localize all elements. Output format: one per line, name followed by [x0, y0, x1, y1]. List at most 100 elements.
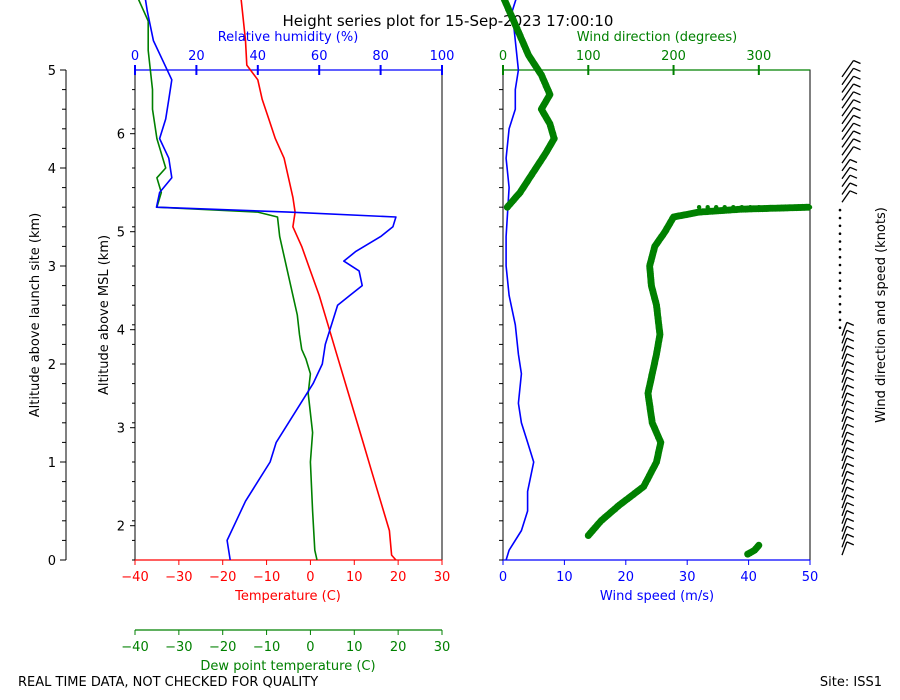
temp-tick-label: −40 — [121, 570, 148, 585]
agl-axis-label: Altitude above launch site (km) — [28, 213, 43, 417]
wind-barb — [841, 518, 848, 532]
agl-tick-label: 1 — [48, 456, 56, 471]
wind-direction-jump-point — [756, 205, 761, 210]
direction-tick-label: 300 — [746, 49, 771, 64]
wind-direction-jump-point — [765, 205, 770, 210]
msl-tick-label: 6 — [117, 128, 125, 143]
site-label: Site: ISS1 — [820, 675, 882, 690]
wind-barb-flag — [853, 130, 861, 135]
wind-barb-flag — [853, 67, 861, 72]
wind-barb-flag — [846, 376, 855, 381]
wind-panel: 0 10 20 30 40 50 0 100 200 300 Wind direction (de… — [499, 0, 889, 604]
wind-barb-flag — [846, 345, 855, 350]
wind-barb — [841, 494, 848, 509]
temp-tick-label: −10 — [253, 570, 280, 585]
wind-barb — [841, 159, 851, 172]
wind-barb-flag — [846, 462, 855, 468]
wind-barb — [841, 322, 848, 336]
wind-barb-flag — [846, 392, 855, 397]
rh-tick-label: 0 — [131, 49, 139, 64]
wind-barb-flag — [846, 541, 855, 546]
wind-barb-flag — [846, 517, 855, 522]
wind-direction-jump-point — [799, 205, 804, 210]
calm-wind-dot — [838, 263, 842, 267]
wind-barb-flag — [853, 106, 861, 112]
wind-direction-jump-point — [748, 205, 753, 210]
agl-tick-label: 5 — [48, 64, 56, 79]
wind-barb-flag — [846, 525, 855, 530]
rh-tick-label: 80 — [372, 49, 389, 64]
agl-tick-label: 2 — [48, 358, 56, 373]
wind-barb-flag — [853, 83, 861, 88]
rh-line — [144, 0, 397, 561]
wind-barb — [841, 408, 848, 423]
speed-tick-label: 20 — [618, 570, 635, 585]
wind-barb — [841, 431, 848, 446]
wind-barb — [841, 130, 855, 148]
wind-barb — [841, 541, 848, 556]
wind-barb — [841, 174, 851, 187]
wind-barb — [841, 361, 848, 376]
wind-barb — [841, 67, 855, 86]
wind-barb — [841, 345, 848, 360]
rh-tick-label: 100 — [430, 49, 455, 64]
wind-direction-jump-point — [782, 205, 787, 210]
wind-barb-flag — [846, 415, 855, 421]
wind-barb-flag — [846, 361, 855, 366]
wind-barb-flag — [853, 59, 861, 65]
wind-direction-jump-point — [790, 205, 796, 210]
wind-barb-flag — [846, 408, 855, 413]
wind-barb-flag — [846, 502, 855, 507]
wind-barb-flag — [853, 146, 861, 151]
calm-wind-dot — [838, 318, 842, 322]
thermo-lines — [137, 0, 397, 561]
temp-axis-label: Temperature (C) — [234, 589, 341, 604]
wind-barb — [841, 166, 851, 180]
wind-direction-point — [744, 550, 752, 558]
wind-barb — [841, 384, 848, 399]
wind-barb — [841, 146, 855, 164]
wind-barb-flag — [846, 494, 855, 499]
wind-barb — [841, 400, 848, 415]
wind-barb — [841, 369, 848, 383]
wind-barb-flag — [846, 423, 855, 428]
temp-tick-label: 20 — [390, 570, 407, 585]
wind-barb — [841, 447, 848, 462]
wind-barb — [841, 526, 848, 540]
wind-barb-flag — [846, 353, 855, 358]
wind-barb-flag — [846, 329, 855, 334]
calm-wind-dot — [838, 255, 842, 259]
calm-wind-dot — [838, 240, 842, 243]
wind-barb-flag — [849, 166, 858, 171]
wind-barb-flag — [846, 431, 855, 436]
wind-barb — [841, 75, 855, 93]
calm-wind-dot — [838, 287, 842, 290]
speed-tick-label: 40 — [740, 570, 757, 585]
wind-barb-flag — [846, 337, 855, 342]
wind-barb — [841, 122, 855, 140]
wind-barb — [841, 115, 855, 133]
wind-barb-flag — [846, 486, 855, 491]
dewpoint-tick-label: 30 — [434, 640, 451, 655]
wind-barb-flag — [853, 75, 861, 80]
msl-axis-label: Altitude above MSL (km) — [97, 235, 112, 395]
wind-barb — [841, 471, 848, 485]
speed-tick-label: 30 — [679, 570, 696, 585]
agl-tick-label: 4 — [48, 162, 56, 177]
wind-barb — [841, 502, 848, 517]
wind-direction-jump-point — [739, 205, 744, 210]
wind-ticks: 0 10 20 30 40 50 0 100 200 300 — [499, 49, 818, 585]
barb-axis-label: Wind direction and speed (knots) — [874, 207, 889, 423]
wind-barb — [841, 455, 848, 470]
calm-wind-dot — [838, 208, 842, 212]
rh-tick-label: 20 — [188, 49, 205, 64]
wind-barb — [841, 99, 855, 117]
direction-tick-label: 0 — [499, 49, 507, 64]
wind-barb — [841, 392, 848, 407]
dewpoint-tick-label: −10 — [253, 640, 280, 655]
wind-barb-flag — [846, 478, 855, 483]
wind-barb-flag — [853, 114, 861, 119]
rh-axis-label: Relative humidity (%) — [218, 30, 359, 45]
